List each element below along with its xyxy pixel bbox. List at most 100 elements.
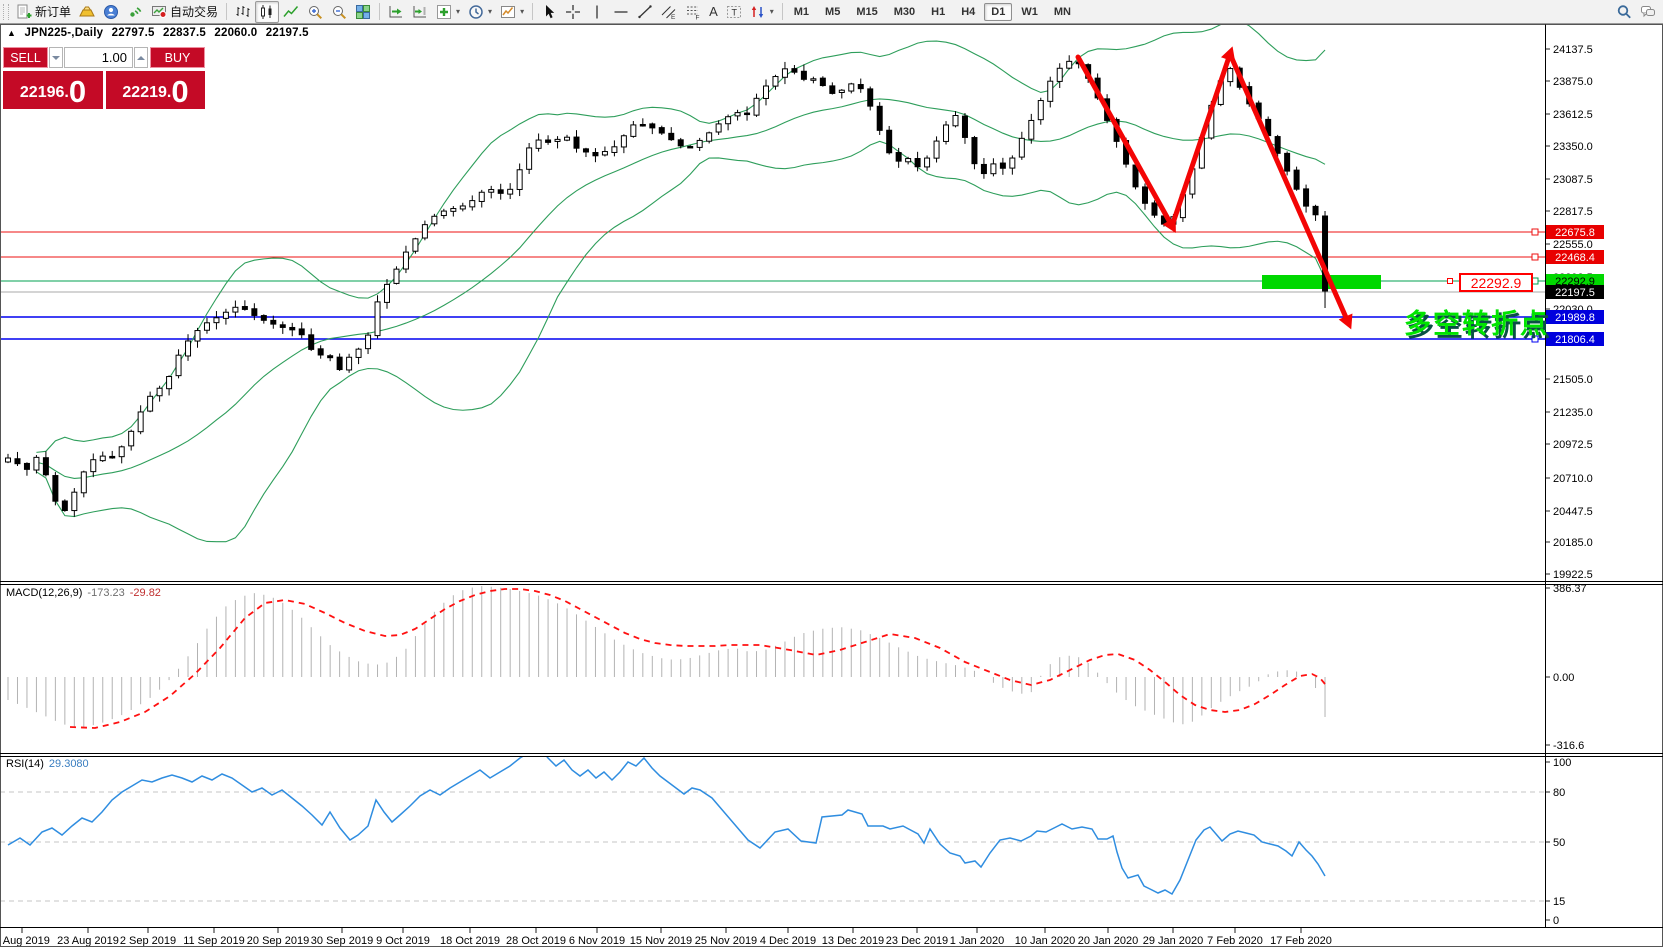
rsi-tick-label: 80 xyxy=(1553,787,1565,799)
price-tick-label: 23087.5 xyxy=(1553,174,1593,186)
zigzag-arrows[interactable] xyxy=(1075,46,1353,330)
rsi-tick-label: 0 xyxy=(1553,915,1559,927)
ohlc-close: 22197.5 xyxy=(265,27,309,39)
lot-decrease-button[interactable] xyxy=(49,47,63,68)
sell-price-panel[interactable]: 22196. 0 xyxy=(3,71,103,109)
date-label: 10 Jan 2020 xyxy=(1015,935,1076,947)
date-label: 13 Dec 2019 xyxy=(822,935,884,947)
svg-text:T: T xyxy=(731,7,737,17)
timeframe-button-h4[interactable]: H4 xyxy=(961,5,976,18)
lot-size-input[interactable] xyxy=(64,47,133,68)
date-label: 20 Sep 2019 xyxy=(247,935,309,947)
auto-trading-icon xyxy=(152,5,167,18)
chart-shift-button[interactable] xyxy=(408,1,432,23)
text-label-tool-button[interactable]: T xyxy=(722,1,746,23)
gold-button[interactable] xyxy=(75,1,99,23)
date-label: 25 Nov 2019 xyxy=(695,935,757,947)
level-lines[interactable] xyxy=(0,231,1545,340)
search-icon xyxy=(1617,4,1631,18)
toolbar-separator xyxy=(781,3,783,20)
chat-icon xyxy=(1641,5,1655,17)
price-box-anchor-handle[interactable] xyxy=(1447,278,1453,284)
buy-button[interactable]: BUY xyxy=(150,47,205,68)
timeframe-button-m5[interactable]: M5 xyxy=(825,5,841,18)
fibonacci-tool-button[interactable]: F xyxy=(681,1,705,23)
price-tick-label: 20447.5 xyxy=(1553,506,1593,518)
line-chart-mode-button[interactable] xyxy=(279,1,303,23)
date-label: 9 Oct 2019 xyxy=(376,935,430,947)
line-handle[interactable] xyxy=(1531,313,1539,321)
date-label: 4 Aug 2019 xyxy=(0,935,50,947)
macd-main-value: -173.23 xyxy=(87,587,125,599)
ohlc-open: 22797.5 xyxy=(111,27,155,39)
timeframe-button-h1[interactable]: H1 xyxy=(931,5,946,18)
community-button[interactable] xyxy=(99,1,123,23)
candle-chart-mode-button[interactable] xyxy=(255,0,280,23)
auto-scroll-button[interactable] xyxy=(384,1,408,23)
timeframe-button-w1[interactable]: W1 xyxy=(1021,5,1038,18)
lot-increase-button[interactable] xyxy=(134,47,148,68)
date-label: 7 Feb 2020 xyxy=(1207,935,1263,947)
signals-button[interactable] xyxy=(123,1,147,23)
highlight-rectangle[interactable] xyxy=(1262,275,1381,289)
price-tick-label: 19922.5 xyxy=(1553,569,1593,581)
arrows-tool-button[interactable]: ▾ xyxy=(746,1,778,23)
bar-chart-mode-button[interactable] xyxy=(231,1,255,23)
price-tick-label: 22555.0 xyxy=(1553,239,1593,251)
main-toolbar: 新订单 自动交易 ▾ ▾ xyxy=(0,0,1663,24)
timeframe-button-m1[interactable]: M1 xyxy=(793,5,810,18)
templates-button[interactable]: ▾ xyxy=(496,1,528,23)
vline-tool-button[interactable] xyxy=(585,1,609,23)
periods-button[interactable]: ▾ xyxy=(464,1,496,23)
hline-tool-button[interactable] xyxy=(609,1,633,23)
macd-signal-line xyxy=(69,588,1326,729)
price-tick-label: 21235.0 xyxy=(1553,407,1593,419)
cursor-tool-button[interactable] xyxy=(537,1,561,23)
sell-price-big-digit: 0 xyxy=(68,74,87,109)
auto-trading-button[interactable]: 自动交易 xyxy=(147,1,222,23)
sell-price: 22196. xyxy=(19,84,69,101)
macd-tick-label: -316.6 xyxy=(1553,740,1584,752)
tile-windows-button[interactable] xyxy=(351,1,375,23)
auto-scroll-icon xyxy=(389,5,403,17)
zoom-in-button[interactable] xyxy=(303,1,327,23)
channel-tool-button[interactable]: E xyxy=(657,1,681,23)
timeframe-button-d1[interactable]: D1 xyxy=(984,2,1013,21)
timeframe-button-m15[interactable]: M15 xyxy=(856,5,878,18)
level-price-label: 22675.8 xyxy=(1555,227,1595,239)
crosshair-tool-button[interactable] xyxy=(561,1,585,23)
chat-button[interactable] xyxy=(1636,1,1660,23)
rsi-tick-label: 15 xyxy=(1553,896,1565,908)
macd-axis[interactable]: 386.37 0.00 -316.6 xyxy=(1545,583,1587,752)
macd-signal-value: -29.82 xyxy=(129,587,161,599)
line-handle[interactable] xyxy=(1531,335,1539,343)
rsi-line xyxy=(7,757,1326,896)
zoom-out-button[interactable] xyxy=(327,1,351,23)
add-indicator-caret: ▾ xyxy=(456,7,461,16)
line-handle[interactable] xyxy=(1531,228,1539,236)
toolbar-grip[interactable] xyxy=(3,3,9,20)
turning-point-note[interactable]: 多空转折点 xyxy=(1404,302,1549,341)
add-indicator-button[interactable]: ▾ xyxy=(432,1,464,23)
trendline-tool-button[interactable] xyxy=(633,1,657,23)
search-button[interactable] xyxy=(1612,1,1636,23)
templates-icon xyxy=(501,5,516,18)
candlesticks xyxy=(5,55,1329,517)
text-tool-button[interactable]: A xyxy=(705,1,722,23)
timeframe-group: M1 M5 M15 M30 H1 H4 D1 W1 MN xyxy=(787,2,1078,21)
svg-text:E: E xyxy=(671,14,676,20)
timeframe-button-mn[interactable]: MN xyxy=(1053,5,1071,18)
line-handle[interactable] xyxy=(1531,253,1539,261)
turning-point-text: 多空转折点 xyxy=(1404,309,1549,339)
new-order-button[interactable]: 新订单 xyxy=(12,1,75,23)
panel-collapse-icon[interactable]: ▲ xyxy=(7,28,17,38)
sell-button[interactable]: SELL xyxy=(3,47,48,68)
one-click-trading-panel: SELL BUY 22196.0 22219.0 xyxy=(3,47,206,109)
candle-chart-icon xyxy=(261,4,272,19)
price-quote-box[interactable]: 22292.9 xyxy=(1459,273,1533,292)
buy-price-panel[interactable]: 22219. 0 xyxy=(106,71,205,109)
timeframe-button-m30[interactable]: M30 xyxy=(893,5,916,18)
rsi-axis[interactable]: 100 80 50 15 0 xyxy=(1545,757,1571,927)
